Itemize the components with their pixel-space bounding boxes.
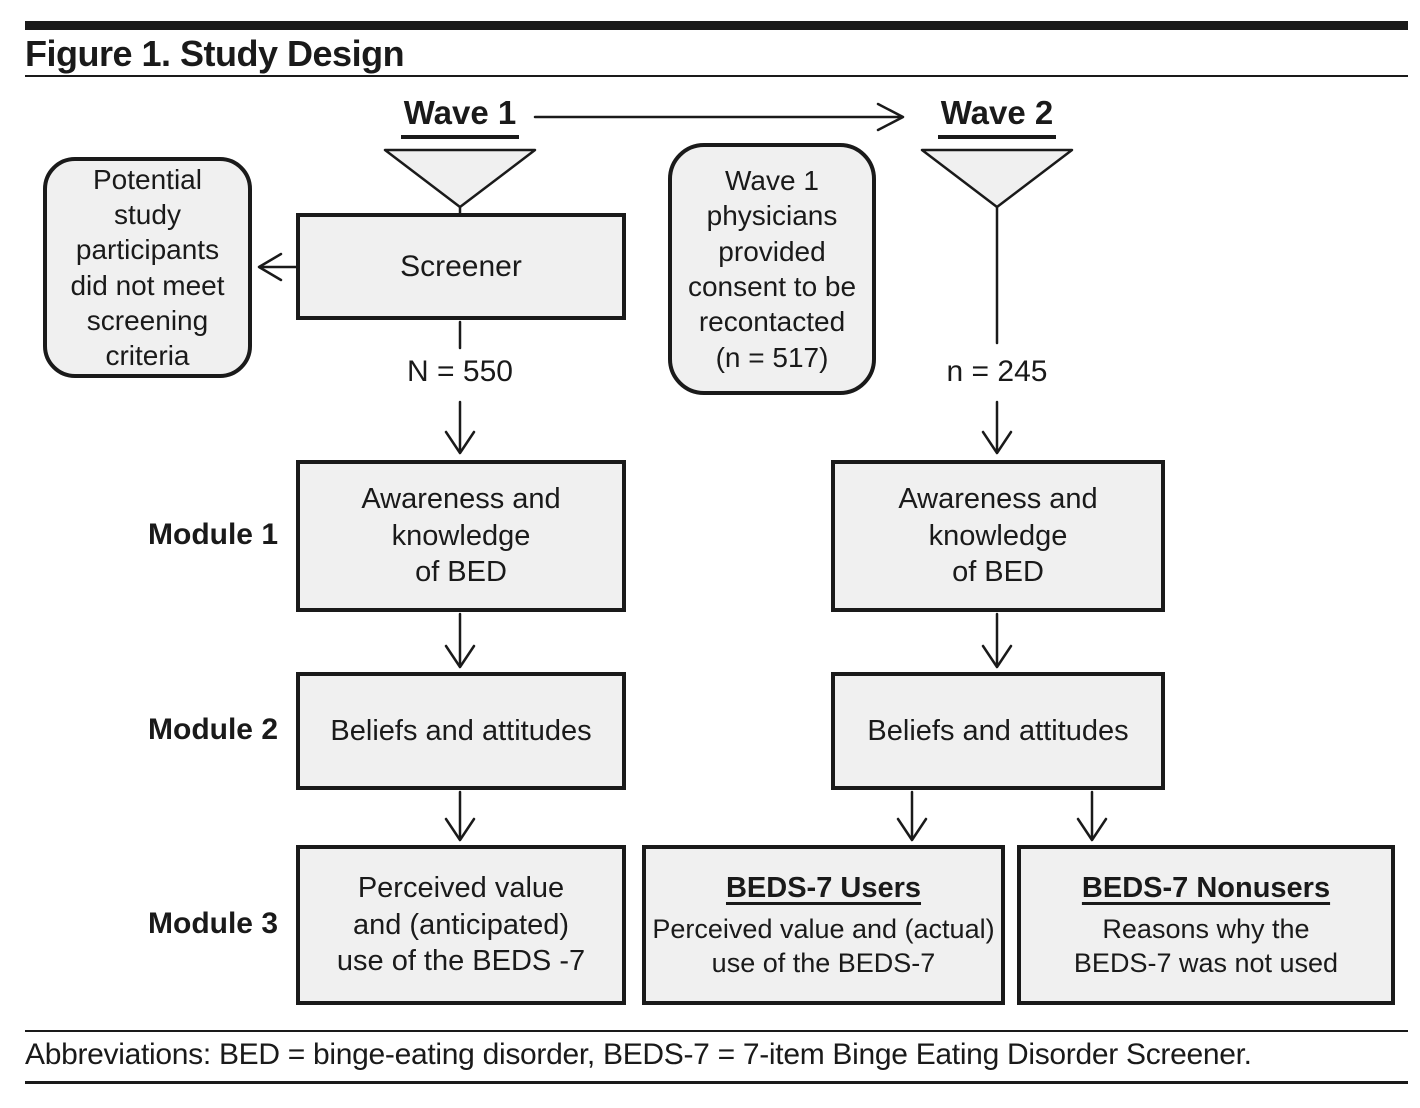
module1-wave2-box: Awareness and knowledge of BED xyxy=(831,460,1165,612)
beds7-nonusers-box: BEDS-7 Nonusers Reasons why the BEDS-7 w… xyxy=(1017,845,1395,1005)
wave2-funnel-icon xyxy=(920,148,1074,209)
figure-title: Figure 1. Study Design xyxy=(25,33,405,74)
module1-wave1-box: Awareness and knowledge of BED xyxy=(296,460,626,612)
screener-to-exclusion-arrowhead xyxy=(257,252,283,282)
module1-label: Module 1 xyxy=(148,518,279,551)
module3-wave1-box: Perceived value and (anticipated) use of… xyxy=(296,845,626,1005)
beds7-nonusers-body: Reasons why the BEDS-7 was not used xyxy=(1073,914,1339,979)
beds7-nonusers-heading: BEDS-7 Nonusers xyxy=(1081,871,1331,904)
footnote-rule-bottom xyxy=(25,1081,1408,1084)
module2-wave2-box: Beliefs and attitudes xyxy=(831,672,1165,790)
module2-wave1-box: Beliefs and attitudes xyxy=(296,672,626,790)
wave1-sample-size-label: N = 550 xyxy=(407,355,513,388)
module2-to-users-arrowhead xyxy=(896,817,928,842)
beds7-users-body: Perceived value and (actual) use of the … xyxy=(652,914,995,979)
top-bar xyxy=(25,21,1408,30)
module1-to-module2-right-arrowhead xyxy=(981,644,1013,669)
module2-to-nonusers-arrowhead xyxy=(1076,817,1108,842)
module3-label: Module 3 xyxy=(148,907,279,940)
wave1-to-wave2-arrowhead xyxy=(876,102,905,132)
wave2-sample-size-label: n = 245 xyxy=(946,355,1048,388)
footnote-rule-top xyxy=(25,1030,1408,1032)
exclusion-box: Potential study participants did not mee… xyxy=(43,157,252,378)
beds7-users-heading: BEDS-7 Users xyxy=(725,871,922,904)
wave2-label: Wave 2 xyxy=(897,94,1097,139)
n550-to-module1-arrowhead xyxy=(444,430,476,455)
n245-to-module1-arrowhead xyxy=(981,430,1013,455)
beds7-users-box: BEDS-7 Users Perceived value and (actual… xyxy=(642,845,1005,1005)
screener-box: Screener xyxy=(296,213,626,320)
wave1-funnel-icon xyxy=(383,148,537,209)
title-rule xyxy=(25,75,1408,77)
module2-to-module3-left-arrowhead xyxy=(444,817,476,842)
wave1-label: Wave 1 xyxy=(360,94,560,139)
consent-box: Wave 1 physicians provided consent to be… xyxy=(668,143,876,395)
module1-to-module2-left-arrowhead xyxy=(444,644,476,669)
module2-label: Module 2 xyxy=(148,713,279,746)
abbreviations-footnote: Abbreviations: BED = binge-eating disord… xyxy=(25,1038,1252,1071)
